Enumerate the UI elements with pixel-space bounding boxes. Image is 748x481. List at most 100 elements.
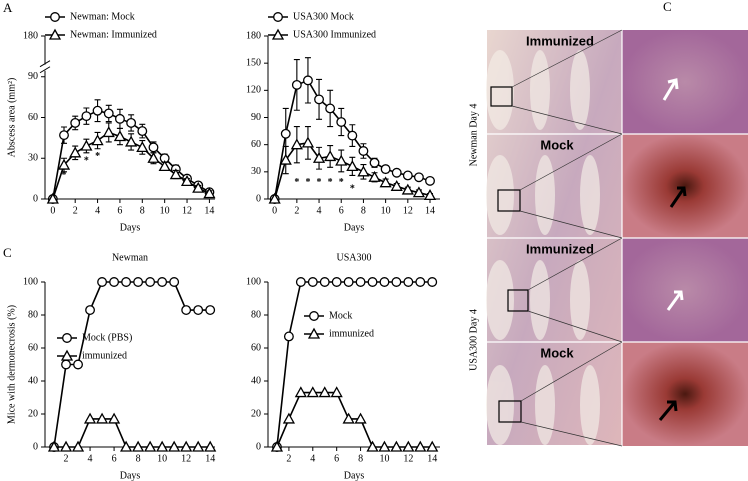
- y-tick-label: 30: [28, 153, 38, 164]
- y-tick-label: 100: [23, 276, 38, 287]
- marker: [379, 176, 392, 188]
- x-tick-label: 10: [160, 205, 170, 216]
- marker: [126, 117, 137, 128]
- marker: [425, 175, 435, 186]
- x-tick-label: 0: [50, 205, 55, 216]
- marker: [113, 130, 127, 142]
- marker: [301, 136, 315, 148]
- marker: [312, 151, 326, 163]
- marker: [203, 187, 216, 199]
- marker: [401, 183, 414, 195]
- marker: [306, 386, 319, 398]
- legend-marker: [309, 311, 319, 321]
- marker: [319, 277, 330, 287]
- marker: [412, 186, 426, 198]
- marker: [73, 359, 83, 370]
- y-tick-label: 60: [251, 139, 261, 150]
- marker: [121, 277, 132, 287]
- x-tick-label: 14: [204, 205, 214, 216]
- x-tick-label: 2: [286, 453, 291, 464]
- marker: [279, 153, 292, 165]
- y-tick-label: 0: [256, 193, 261, 204]
- photo-panel: Immunized Mock Immunized Mock Newman Day…: [468, 29, 748, 447]
- x-tick-label: 4: [95, 205, 100, 216]
- legend-label: USA300 Mock: [293, 11, 354, 22]
- axis-break: [39, 60, 51, 68]
- marker: [204, 440, 217, 452]
- series-line: [276, 391, 433, 448]
- annotation: *: [339, 177, 344, 188]
- x-tick-label: 2: [73, 205, 78, 216]
- marker: [343, 277, 354, 287]
- marker: [114, 113, 125, 124]
- marker: [80, 139, 93, 151]
- marker: [355, 277, 366, 287]
- marker: [283, 331, 294, 342]
- marker: [280, 128, 291, 139]
- side-label: Newman Day 4: [468, 104, 479, 167]
- x-tick-label: 6: [334, 453, 339, 464]
- x-tick-label: 4: [317, 205, 322, 216]
- marker: [270, 440, 284, 452]
- marker: [59, 130, 69, 141]
- x-tick-label: 14: [425, 205, 435, 216]
- legend-label: Newman: Immunized: [70, 29, 157, 40]
- x-axis-label: Days: [120, 470, 141, 481]
- marker: [180, 175, 194, 186]
- marker: [69, 146, 82, 158]
- marker: [290, 138, 303, 150]
- y-tick-label: 60: [28, 112, 38, 123]
- marker: [205, 305, 216, 316]
- marker: [282, 412, 296, 424]
- marker: [57, 158, 71, 170]
- marker: [402, 440, 415, 452]
- x-axis-label: Days: [344, 470, 365, 481]
- x-tick-label: 2: [294, 205, 299, 216]
- legend-marker: [62, 333, 72, 343]
- y-tick-label: 120: [246, 85, 261, 96]
- marker: [335, 154, 348, 166]
- y-tick-label: 40: [28, 375, 38, 386]
- chart: 0 20 40 60 80 100 2 4 6 8 10 12 14 Days USA300 Mock immu…: [246, 252, 440, 481]
- legend-label: immunized: [329, 328, 374, 339]
- marker: [192, 181, 205, 193]
- marker: [168, 440, 181, 452]
- marker: [403, 277, 414, 287]
- legend-marker: [50, 12, 60, 22]
- marker: [331, 277, 342, 287]
- marker: [358, 146, 369, 156]
- y-tick-label: 0: [33, 193, 38, 204]
- panel-label: C: [3, 245, 12, 260]
- y-tick-label: 0: [256, 441, 261, 452]
- marker: [294, 386, 307, 398]
- marker: [81, 111, 92, 122]
- marker: [147, 151, 160, 163]
- marker: [144, 440, 157, 452]
- marker: [413, 172, 424, 183]
- legend-marker: [60, 349, 74, 361]
- marker: [119, 440, 133, 452]
- marker: [336, 117, 347, 127]
- marker: [318, 386, 331, 398]
- marker: [369, 157, 380, 168]
- marker: [109, 277, 120, 287]
- marker: [158, 160, 171, 172]
- annotation: *: [305, 177, 310, 188]
- legend-label: Newman: Mock: [70, 11, 135, 22]
- marker: [390, 179, 403, 191]
- y-tick-label: 60: [28, 342, 38, 353]
- y-tick-label: 40: [251, 375, 261, 386]
- marker: [324, 150, 337, 162]
- marker: [132, 440, 145, 452]
- marker: [169, 168, 182, 180]
- annotation: *: [328, 177, 333, 188]
- legend-marker: [273, 12, 283, 22]
- chart: 0 20 40 60 80 100 2 4 6 8 10 12 14 Days Mice with derm…: [6, 252, 217, 481]
- marker: [347, 130, 358, 141]
- annotation: *: [84, 155, 89, 166]
- x-axis-label: Days: [120, 222, 141, 233]
- x-tick-label: 14: [205, 453, 215, 464]
- marker: [414, 440, 427, 452]
- series-line: [276, 281, 433, 448]
